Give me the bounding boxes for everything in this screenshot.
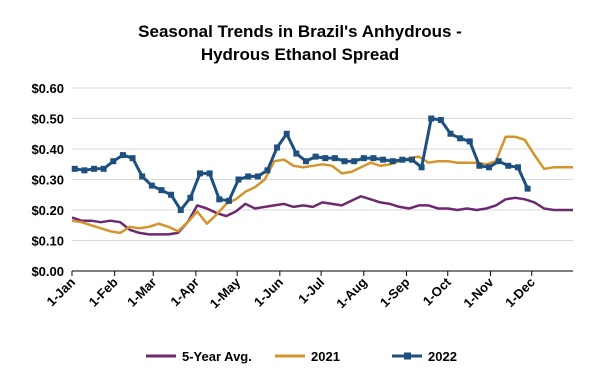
data-point [322, 155, 329, 162]
data-point [312, 153, 319, 160]
data-point [514, 164, 521, 171]
series-line-1 [71, 135, 573, 235]
legend-label: 2022 [428, 349, 457, 364]
data-point [91, 165, 98, 172]
data-point [370, 155, 377, 162]
data-point [81, 167, 88, 174]
data-point [187, 194, 194, 201]
data-point [457, 135, 464, 142]
y-axis-ticks: $0.00 $0.10 $0.20 $0.30 $0.40 $0.50 $0.60 [31, 81, 64, 279]
data-point [254, 173, 261, 180]
data-point [293, 150, 300, 157]
data-point [158, 187, 165, 194]
data-point [360, 155, 367, 162]
y-tick-label: $0.60 [31, 81, 64, 96]
data-point [486, 164, 493, 171]
data-point [524, 185, 531, 192]
y-tick-label: $0.20 [31, 203, 64, 218]
y-tick-label: $0.10 [31, 234, 64, 249]
data-point [225, 197, 232, 204]
chart-title-line-1: Seasonal Trends in Brazil's Anhydrous - [138, 22, 462, 41]
data-point [216, 196, 223, 203]
data-point [177, 207, 184, 213]
data-point [245, 173, 252, 180]
y-tick-label: $0.40 [31, 142, 64, 157]
data-point [399, 156, 406, 163]
data-point [206, 170, 213, 177]
y-tick-label: $0.30 [31, 173, 64, 188]
data-point [119, 152, 126, 159]
data-point [235, 176, 242, 183]
data-point [139, 173, 146, 180]
y-tick-label: $0.00 [31, 264, 64, 279]
series-lines [71, 115, 573, 236]
data-point [505, 162, 512, 169]
series-line-0 [71, 195, 573, 236]
data-point [351, 158, 358, 165]
legend-label: 2021 [311, 349, 340, 364]
data-point [100, 165, 107, 172]
legend: 5-Year Avg. 2021 2022 [146, 349, 457, 364]
data-point [466, 138, 473, 145]
y-tick-label: $0.50 [31, 112, 64, 127]
data-point [418, 164, 425, 171]
data-point [264, 167, 271, 174]
data-point [129, 155, 136, 162]
data-point [71, 165, 78, 172]
data-point [168, 191, 175, 198]
data-point [437, 117, 444, 124]
data-point [283, 130, 290, 137]
data-point [302, 158, 309, 165]
data-point [331, 155, 338, 162]
data-point [389, 158, 396, 165]
data-point [110, 158, 117, 165]
data-point [495, 158, 502, 165]
data-point [447, 130, 454, 137]
data-point [148, 182, 155, 189]
data-point [341, 158, 348, 165]
data-point [197, 170, 204, 177]
gridlines [72, 87, 573, 241]
data-point [274, 144, 281, 151]
data-point [476, 162, 483, 169]
data-point [408, 156, 415, 163]
data-point [428, 115, 435, 122]
legend-marker [404, 352, 411, 360]
data-point [380, 156, 387, 163]
chart-title-line-2: Hydrous Ethanol Spread [201, 45, 399, 64]
legend-label: 5-Year Avg. [182, 349, 252, 364]
